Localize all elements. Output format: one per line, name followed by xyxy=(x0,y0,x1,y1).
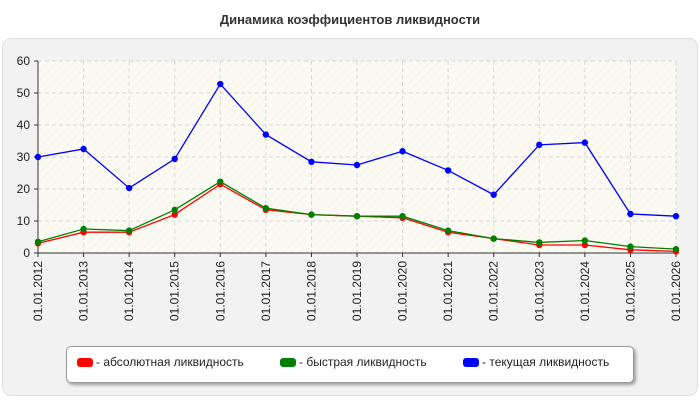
data-point xyxy=(581,237,589,244)
legend-swatch-blue xyxy=(463,357,479,367)
data-point xyxy=(34,238,42,245)
y-tick-label: 20 xyxy=(17,182,31,196)
legend-item-absolute: - абсолютная ликвидность xyxy=(77,355,244,369)
data-point xyxy=(627,243,634,250)
x-tick-label: 01.01.2022 xyxy=(487,261,501,321)
data-point xyxy=(217,178,224,185)
data-point xyxy=(490,191,497,198)
x-tick-label: 01.01.2015 xyxy=(168,261,182,321)
x-tick-label: 01.01.2020 xyxy=(396,261,410,321)
x-tick-label: 01.01.2016 xyxy=(213,261,227,321)
x-tick-label: 01.01.2021 xyxy=(441,261,455,321)
data-point xyxy=(444,167,452,174)
x-tick-label: 01.01.2025 xyxy=(623,261,637,321)
data-point xyxy=(125,227,133,234)
data-point xyxy=(80,145,87,153)
legend-label: - абсолютная ликвидность xyxy=(96,355,244,369)
x-tick-label: 01.01.2012 xyxy=(31,261,45,321)
data-point xyxy=(34,153,42,161)
y-tick-label: 30 xyxy=(17,150,31,164)
data-point xyxy=(171,206,178,213)
x-tick-label: 01.01.2014 xyxy=(122,261,136,321)
data-point xyxy=(353,161,361,169)
data-point xyxy=(581,241,589,249)
legend-label: - быстрая ликвидность xyxy=(299,355,427,369)
legend-swatch-green xyxy=(280,357,296,367)
data-point xyxy=(672,245,680,253)
data-point xyxy=(217,80,224,88)
data-point xyxy=(262,131,270,138)
data-point xyxy=(672,213,680,220)
x-tick-label: 01.01.2017 xyxy=(259,261,273,321)
x-tick-label: 01.01.2024 xyxy=(578,261,592,321)
y-tick-label: 40 xyxy=(17,118,31,132)
data-point xyxy=(627,210,634,218)
chart-legend: - абсолютная ликвидность - быстрая ликви… xyxy=(66,346,634,383)
data-point xyxy=(353,213,361,220)
data-point xyxy=(171,211,178,218)
data-point xyxy=(262,205,270,212)
data-point xyxy=(80,225,87,233)
data-point xyxy=(171,155,178,163)
y-tick-label: 60 xyxy=(17,54,31,68)
y-tick-label: 10 xyxy=(17,214,31,228)
data-point xyxy=(490,235,497,242)
legend-swatch-red xyxy=(77,357,93,367)
x-tick-label: 01.01.2019 xyxy=(350,261,364,321)
data-point xyxy=(308,211,315,218)
data-point xyxy=(399,148,406,155)
x-tick-label: 01.01.2013 xyxy=(77,261,91,321)
y-tick-label: 0 xyxy=(23,246,30,260)
chart-title: Динамика коэффициентов ликвидности xyxy=(219,12,481,27)
legend-item-current: - текущая ликвидность xyxy=(463,355,609,369)
x-tick-label: 01.01.2023 xyxy=(532,261,546,321)
data-point xyxy=(581,139,589,146)
data-point xyxy=(308,158,315,165)
data-point xyxy=(444,227,452,234)
data-point xyxy=(536,239,543,246)
y-tick-label: 50 xyxy=(17,86,31,100)
data-point xyxy=(536,141,543,149)
x-tick-label: 01.01.2018 xyxy=(304,261,318,321)
data-point xyxy=(399,213,406,220)
x-tick-label: 01.01.2026 xyxy=(669,261,683,321)
data-point xyxy=(125,184,133,192)
legend-item-quick: - быстрая ликвидность xyxy=(280,355,427,369)
legend-label: - текущая ликвидность xyxy=(482,355,610,369)
